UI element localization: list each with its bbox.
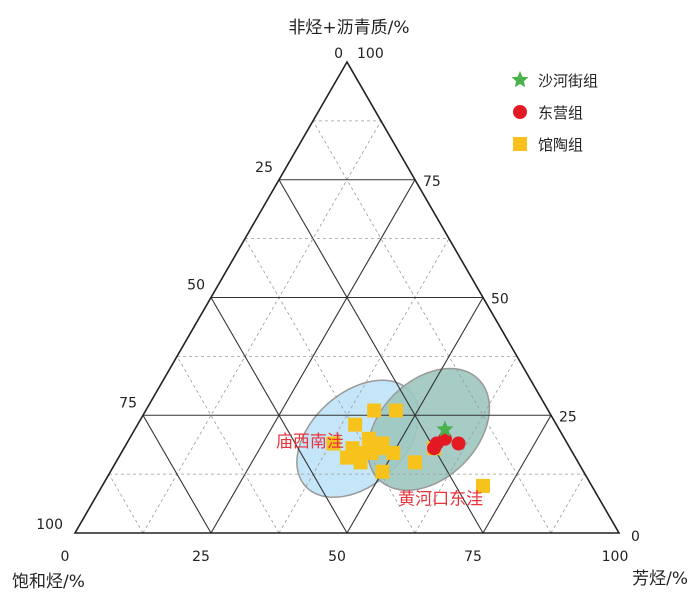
grid-line xyxy=(142,120,382,534)
tick-label-bottom: 50 xyxy=(328,549,346,565)
legend-label: 沙河街组 xyxy=(538,72,598,90)
tick-label-left: 100 xyxy=(36,517,63,533)
data-point-square xyxy=(348,417,363,432)
grid-line xyxy=(346,297,484,534)
grid-line xyxy=(550,473,586,534)
data-point-square xyxy=(375,464,390,479)
region-label-1: 庙西南洼 xyxy=(276,432,344,452)
data-point-square xyxy=(340,450,354,465)
tick-label-bottom: 75 xyxy=(464,549,482,565)
data-point-circle xyxy=(437,431,452,446)
legend-marker-square xyxy=(513,137,527,151)
data-point-circle xyxy=(427,441,442,456)
grid-line xyxy=(108,473,144,534)
grid-line xyxy=(482,414,552,534)
legend-item: 馆陶组 xyxy=(513,136,583,154)
bottom-left-axis-label: 饱和烃/% xyxy=(12,572,85,592)
triangle-outline xyxy=(73,60,621,534)
data-point-square xyxy=(367,403,382,418)
data-point-star xyxy=(436,420,454,437)
tick-label-right: 0 xyxy=(631,529,640,545)
grid-line xyxy=(210,297,348,534)
grid-layer xyxy=(108,120,586,534)
grid-line xyxy=(176,356,280,534)
grid-line xyxy=(278,238,450,534)
grid-line xyxy=(414,356,518,534)
tick-label-right: 25 xyxy=(559,409,577,425)
region-label-2: 黄河口东洼 xyxy=(398,489,483,509)
tick-label-top-0: 0 xyxy=(334,46,343,62)
data-point-circle xyxy=(451,436,466,451)
tick-label-left: 50 xyxy=(187,278,205,294)
tick-label-bottom: 25 xyxy=(192,549,210,565)
tick-label-top-100: 100 xyxy=(357,46,384,62)
triangle-frame xyxy=(73,60,621,534)
tick-label-right: 50 xyxy=(491,292,509,308)
data-point-square xyxy=(386,445,401,460)
legend-item: 东营组 xyxy=(513,104,583,122)
tick-label-bottom: 100 xyxy=(602,549,629,565)
data-point-square xyxy=(375,436,390,451)
legend-marker-star xyxy=(511,71,529,88)
grid-line xyxy=(244,238,416,534)
data-point-square xyxy=(476,478,490,493)
grid-line xyxy=(312,120,552,534)
points-layer xyxy=(326,403,490,493)
legend-marker-circle xyxy=(513,105,527,119)
legend-item: 沙河街组 xyxy=(511,71,598,90)
data-point-square xyxy=(353,455,368,470)
data-point-square xyxy=(361,431,376,446)
bottom-right-axis-label: 芳烃/% xyxy=(632,569,688,589)
top-axis-label: 非烃+沥青质/% xyxy=(288,18,409,38)
legend-label: 馆陶组 xyxy=(538,136,583,154)
tick-label-right: 75 xyxy=(423,174,441,190)
tick-label-left: 75 xyxy=(119,395,137,411)
grid-line xyxy=(142,414,212,534)
data-point-square xyxy=(326,436,341,451)
tick-label-bottom: 0 xyxy=(61,549,70,565)
data-point-square xyxy=(388,403,403,418)
tick-label-left: 25 xyxy=(255,160,273,176)
legend-label: 东营组 xyxy=(538,104,583,122)
data-point-square xyxy=(408,455,422,470)
